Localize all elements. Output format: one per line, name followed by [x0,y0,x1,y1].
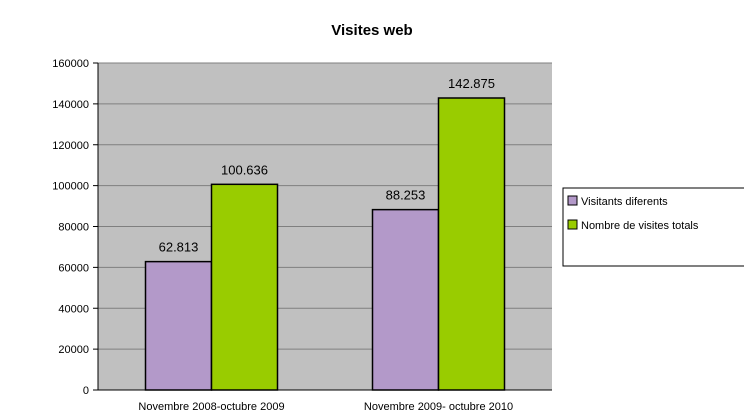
bar [144,260,213,391]
chart-title: Visites web [331,22,412,39]
bar-value-label: 88.253 [386,188,426,203]
y-axis-ticks: 0 20000 40000 60000 80000 100000 120000 140000 1… [52,58,98,397]
bar-labels: 62.813 100.636 88.253 142.875 [159,76,495,255]
bar [371,208,440,391]
y-tick-label: 20000 [58,344,89,356]
legend-swatch [567,219,578,230]
bar [437,97,506,391]
y-tick-label: 140000 [52,99,89,111]
bar-value-label: 142.875 [448,76,495,91]
legend-label: Nombre de visites totals [581,220,699,232]
y-tick-label: 120000 [52,140,89,152]
y-tick-label: 80000 [58,222,89,234]
y-tick-label: 100000 [52,181,89,193]
bar-value-label: 100.636 [221,162,268,177]
y-tick-label: 160000 [52,58,89,70]
x-category-label: Novembre 2008-octubre 2009 [138,401,284,413]
legend-box [562,187,744,267]
x-category-label: Novembre 2009- octubre 2010 [364,401,513,413]
legend-swatch [567,195,578,206]
bar-value-label: 62.813 [159,240,199,255]
bars [144,97,506,391]
y-tick-label: 0 [83,385,89,397]
y-tick-label: 60000 [58,262,89,274]
legend-label: Visitants diferents [581,196,668,208]
legend: Visitants diferents Nombre de visites tot… [562,187,744,267]
y-tick-label: 40000 [58,303,89,315]
bar [210,183,279,391]
x-axis-categories: Novembre 2008-octubre 2009 Novembre 2009-… [138,401,513,413]
